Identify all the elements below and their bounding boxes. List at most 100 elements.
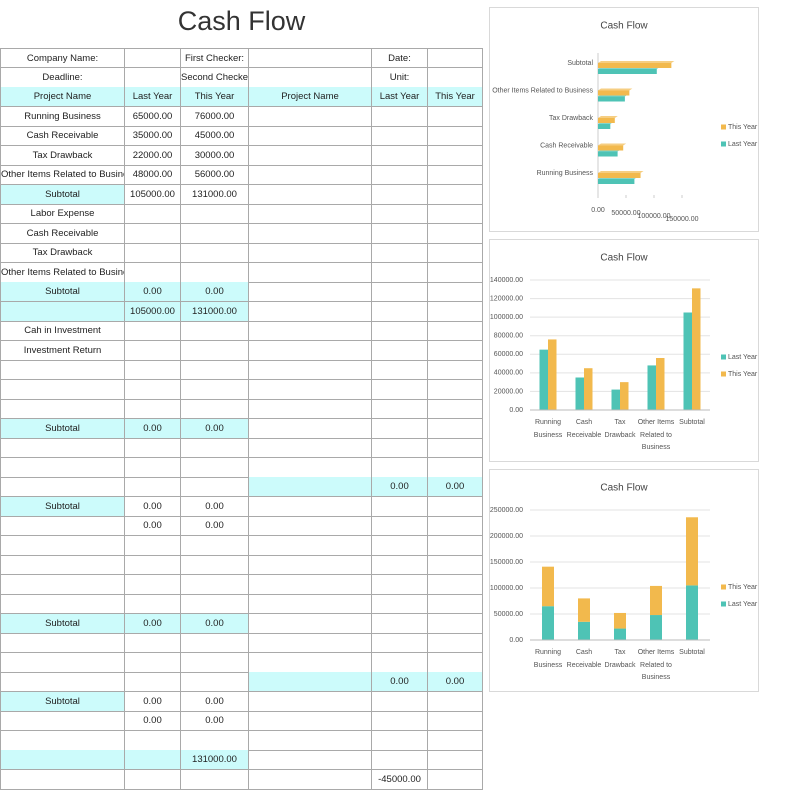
category-label: Subtotal: [567, 60, 593, 67]
category-label: Cash Receivable: [566, 419, 602, 439]
cell: [181, 204, 249, 224]
bar: [683, 312, 692, 410]
cell: [372, 555, 428, 575]
cell: 35000.00: [125, 126, 181, 146]
cell: [181, 477, 249, 497]
cell: [372, 301, 428, 322]
cell: Subtotal: [0, 184, 125, 205]
legend-label: Last Year: [728, 141, 758, 148]
cell: 0.00: [125, 691, 181, 712]
cell: [428, 301, 483, 322]
cell: 30000.00: [181, 145, 249, 166]
cell: [181, 652, 249, 673]
cell: 0.00: [125, 613, 181, 634]
cell: [181, 223, 249, 244]
cell: [249, 67, 372, 88]
category-label: Running Business: [537, 170, 594, 177]
category-label: Cash Receivable: [566, 649, 602, 669]
bar: [620, 382, 629, 410]
cell: Cah in Investment: [0, 321, 125, 341]
cell: 0.00: [181, 691, 249, 712]
cell: [181, 574, 249, 595]
cell: [125, 672, 181, 692]
cell: [0, 438, 125, 458]
x-tick-label: 150000.00: [665, 216, 698, 223]
x-tick-label: 100000.00: [637, 213, 670, 220]
y-tick-label: 50000.00: [494, 611, 523, 618]
x-tick-label: 50000.00: [611, 210, 640, 217]
bar: [598, 69, 657, 74]
cell: [125, 340, 181, 361]
cell: 0.00: [181, 496, 249, 517]
cell: [125, 555, 181, 575]
cell: [428, 184, 483, 205]
sheet-title: Cash Flow: [177, 6, 306, 36]
cell: [125, 730, 181, 751]
cell: [428, 126, 483, 146]
category-label: Running Business: [533, 649, 563, 669]
category-label: Tax Drawback: [604, 419, 636, 439]
cell: Date:: [372, 48, 428, 68]
cell: [372, 457, 428, 478]
cell: [428, 633, 483, 653]
bar: [584, 368, 593, 410]
cell: [181, 555, 249, 575]
cell: [125, 321, 181, 341]
chart: Cash Flow This Year Last Year 0.00 50000.00 1…: [490, 483, 758, 644]
category-label: Cash Receivable: [540, 142, 593, 149]
cell: [249, 282, 372, 302]
cell: Cash Receivable: [0, 126, 125, 146]
cell: Subtotal: [0, 691, 125, 712]
cell: 0.00: [181, 282, 249, 302]
cell: [0, 555, 125, 575]
cell: Last Year: [125, 87, 181, 107]
cell: [428, 594, 483, 614]
cell: [428, 48, 483, 68]
cell: 0.00: [181, 418, 249, 439]
cell: Deadline:: [0, 67, 125, 88]
cell: [249, 262, 372, 283]
cell: [372, 321, 428, 341]
cell: [181, 321, 249, 341]
cell: [428, 574, 483, 595]
cell: [372, 340, 428, 361]
cell: Company Name:: [0, 48, 125, 68]
cell: [249, 145, 372, 166]
cell: Subtotal: [0, 496, 125, 517]
cell: [372, 106, 428, 127]
cell: [428, 438, 483, 458]
bar: [598, 118, 615, 123]
cell: [125, 574, 181, 595]
bar: [650, 615, 662, 640]
cell: [428, 379, 483, 400]
cell: [249, 106, 372, 127]
legend-swatch: [721, 124, 726, 130]
cell: [428, 243, 483, 263]
cell: [249, 438, 372, 458]
cell: Investment Return: [0, 340, 125, 361]
cell: [0, 301, 125, 322]
cell: [125, 67, 181, 88]
cell: [249, 555, 372, 575]
y-tick-label: 20000.00: [494, 388, 523, 395]
bar: [598, 151, 618, 157]
cell: [428, 691, 483, 712]
cell: 45000.00: [181, 126, 249, 146]
cell: [372, 438, 428, 458]
chart-title: Cash Flow: [600, 483, 648, 494]
cell: 0.00: [428, 672, 483, 692]
cell: [249, 730, 372, 751]
cell: 56000.00: [181, 165, 249, 185]
cell: [428, 106, 483, 127]
cell: [249, 535, 372, 556]
legend-swatch: [721, 371, 726, 377]
cell: Tax Drawback: [0, 243, 125, 263]
cell: [372, 535, 428, 556]
cell: Subtotal: [0, 613, 125, 634]
cell: [249, 769, 372, 790]
cell: [125, 399, 181, 419]
category-label: Other Items Related to Business: [637, 649, 675, 681]
cell: [0, 360, 125, 380]
cell: [372, 652, 428, 673]
cell: Project Name: [249, 87, 372, 107]
